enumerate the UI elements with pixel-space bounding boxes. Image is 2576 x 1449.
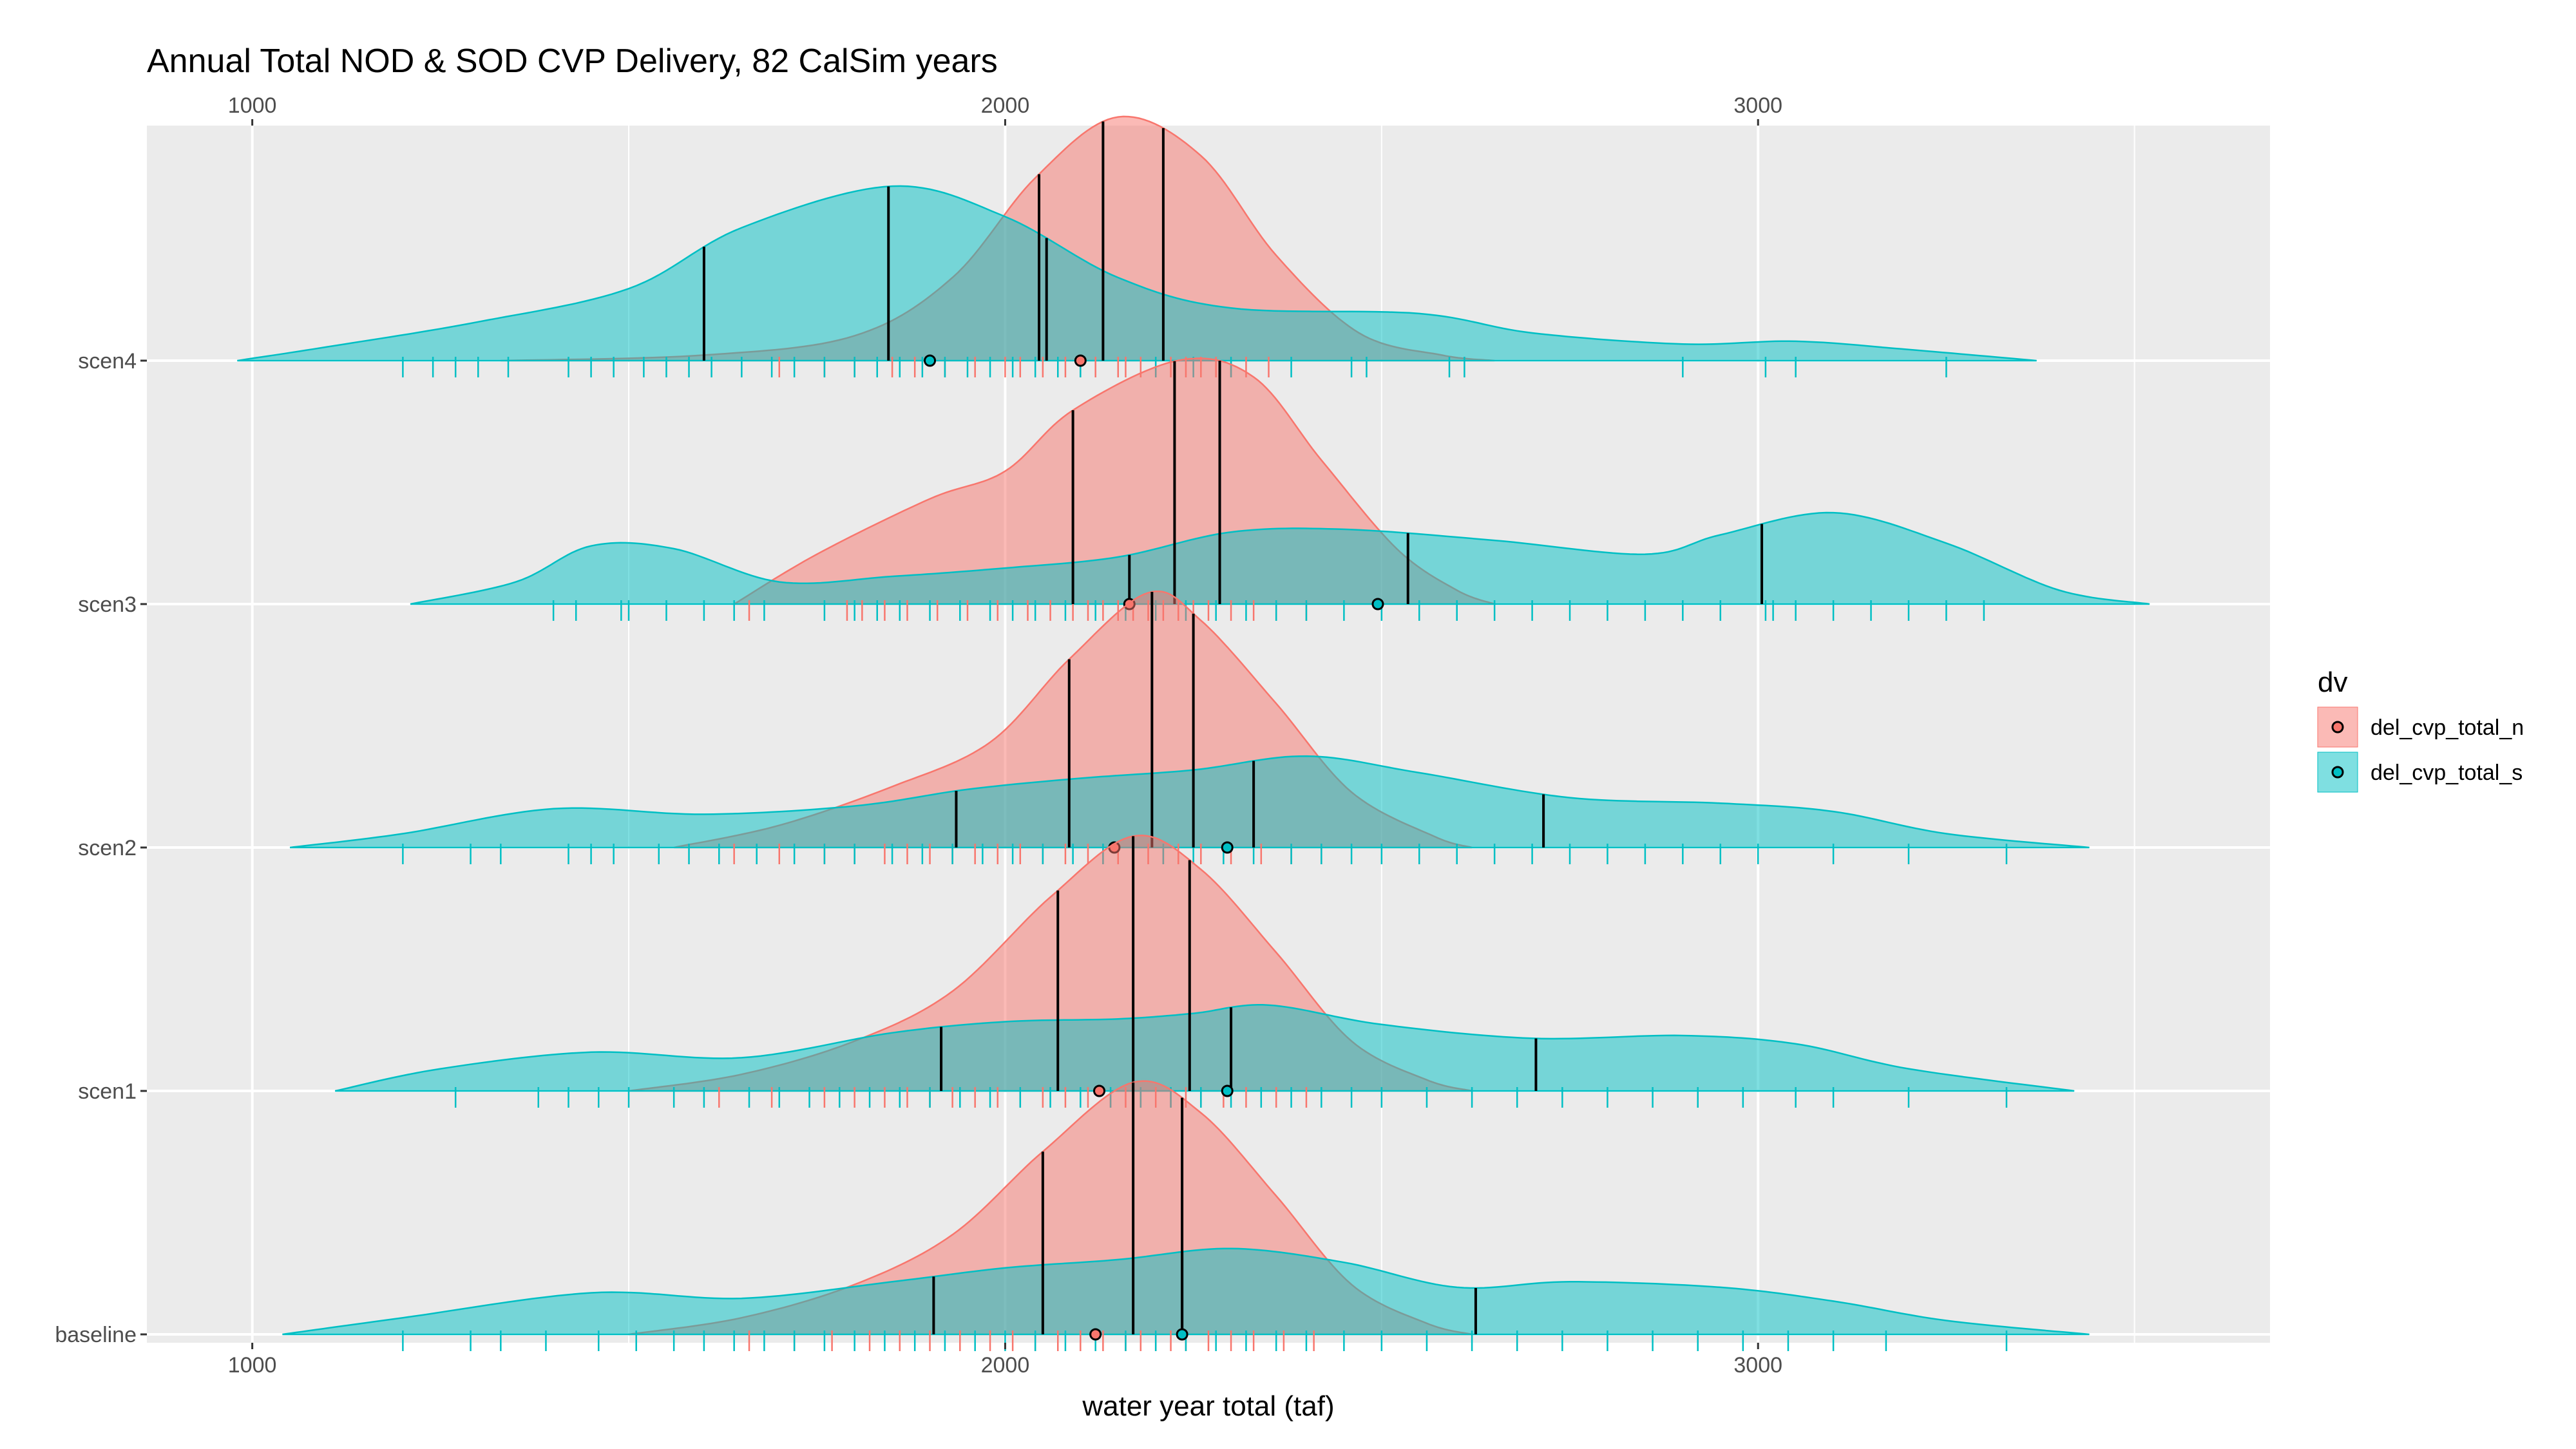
top-tick-label-2: 3000 bbox=[1733, 93, 1782, 118]
legend-point-n bbox=[2331, 721, 2344, 734]
density-scen4-s bbox=[237, 185, 2037, 362]
mean-scen2-s bbox=[1221, 841, 1234, 854]
top-axis: 1000 2000 3000 bbox=[228, 93, 1782, 126]
y-label-scen3: scen3 bbox=[78, 592, 137, 617]
legend-title: dv bbox=[2318, 667, 2347, 698]
ridge-scen2 bbox=[289, 590, 2090, 864]
density-baseline-s bbox=[282, 1247, 2090, 1336]
mean-scen4-n bbox=[1074, 354, 1087, 367]
chart-title: Annual Total NOD & SOD CVP Delivery, 82 … bbox=[147, 43, 998, 80]
mean-scen4-s bbox=[924, 354, 937, 367]
mean-scen3-s bbox=[1371, 598, 1384, 611]
mean-baseline-n bbox=[1089, 1328, 1102, 1341]
legend: dv del_cvp_total_n del_cvp_total_s bbox=[2317, 667, 2524, 793]
bottom-tick-label-0: 1000 bbox=[228, 1353, 277, 1378]
ridges-layer bbox=[237, 115, 2150, 1351]
y-label-scen2: scen2 bbox=[78, 836, 137, 860]
top-tick-label-0: 1000 bbox=[228, 93, 277, 118]
y-label-baseline: baseline bbox=[55, 1323, 137, 1347]
x-axis-title: water year total (taf) bbox=[1082, 1390, 1334, 1422]
mean-scen1-s bbox=[1221, 1084, 1234, 1097]
y-label-scen4: scen4 bbox=[78, 349, 137, 374]
density-scen3-s bbox=[410, 511, 2150, 605]
mean-scen1-n bbox=[1093, 1084, 1106, 1097]
bottom-tick-label-1: 2000 bbox=[981, 1353, 1030, 1378]
legend-label-s: del_cvp_total_s bbox=[2371, 761, 2523, 785]
density-scen2-s bbox=[289, 755, 2090, 849]
y-label-scen1: scen1 bbox=[78, 1079, 137, 1104]
ridge-scen3 bbox=[410, 357, 2150, 621]
ridge-scen4 bbox=[237, 115, 2037, 377]
mean-baseline-s bbox=[1176, 1328, 1188, 1341]
density-scen1-s bbox=[334, 1004, 2075, 1092]
top-tick-label-1: 2000 bbox=[981, 93, 1030, 118]
legend-label-n: del_cvp_total_n bbox=[2371, 715, 2524, 740]
y-axis-labels: scen4 scen3 scen2 scen1 baseline bbox=[55, 349, 147, 1347]
ridge-baseline bbox=[282, 1080, 2090, 1351]
bottom-axis: 1000 2000 3000 bbox=[228, 1343, 1782, 1378]
legend-item-n: del_cvp_total_n bbox=[2317, 706, 2524, 748]
legend-point-s bbox=[2331, 766, 2344, 779]
bottom-tick-label-2: 3000 bbox=[1733, 1353, 1782, 1378]
legend-item-s: del_cvp_total_s bbox=[2317, 752, 2523, 793]
